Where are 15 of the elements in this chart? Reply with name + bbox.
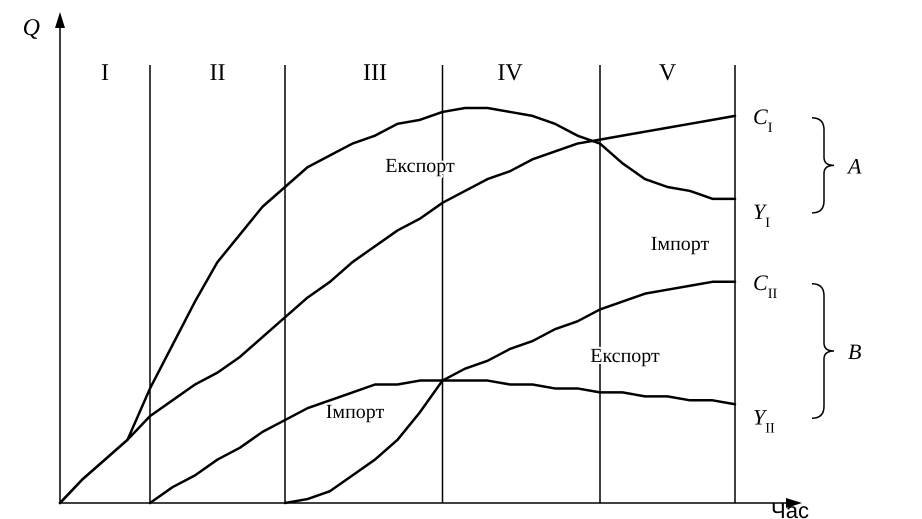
series-label: Y$_{II}$ [753, 404, 776, 436]
x-tick-label: III [363, 60, 387, 86]
x-tick-label: V [658, 60, 677, 86]
text: B [848, 339, 862, 364]
y-axis-title: Q [22, 15, 40, 41]
x-tick-label: IV [497, 60, 524, 86]
annotation: Імпорт [326, 401, 385, 423]
x-tick-label: II [210, 60, 226, 86]
series-label: Y$_{I}$ [753, 198, 770, 231]
x-axis-title: Час [771, 498, 809, 519]
series-label: C$_{I}$ [753, 104, 773, 136]
annotation: Імпорт [650, 233, 710, 255]
x-tick-label: I [101, 60, 109, 86]
series-label: C$_{II}$ [753, 270, 778, 302]
text: A [846, 153, 862, 178]
